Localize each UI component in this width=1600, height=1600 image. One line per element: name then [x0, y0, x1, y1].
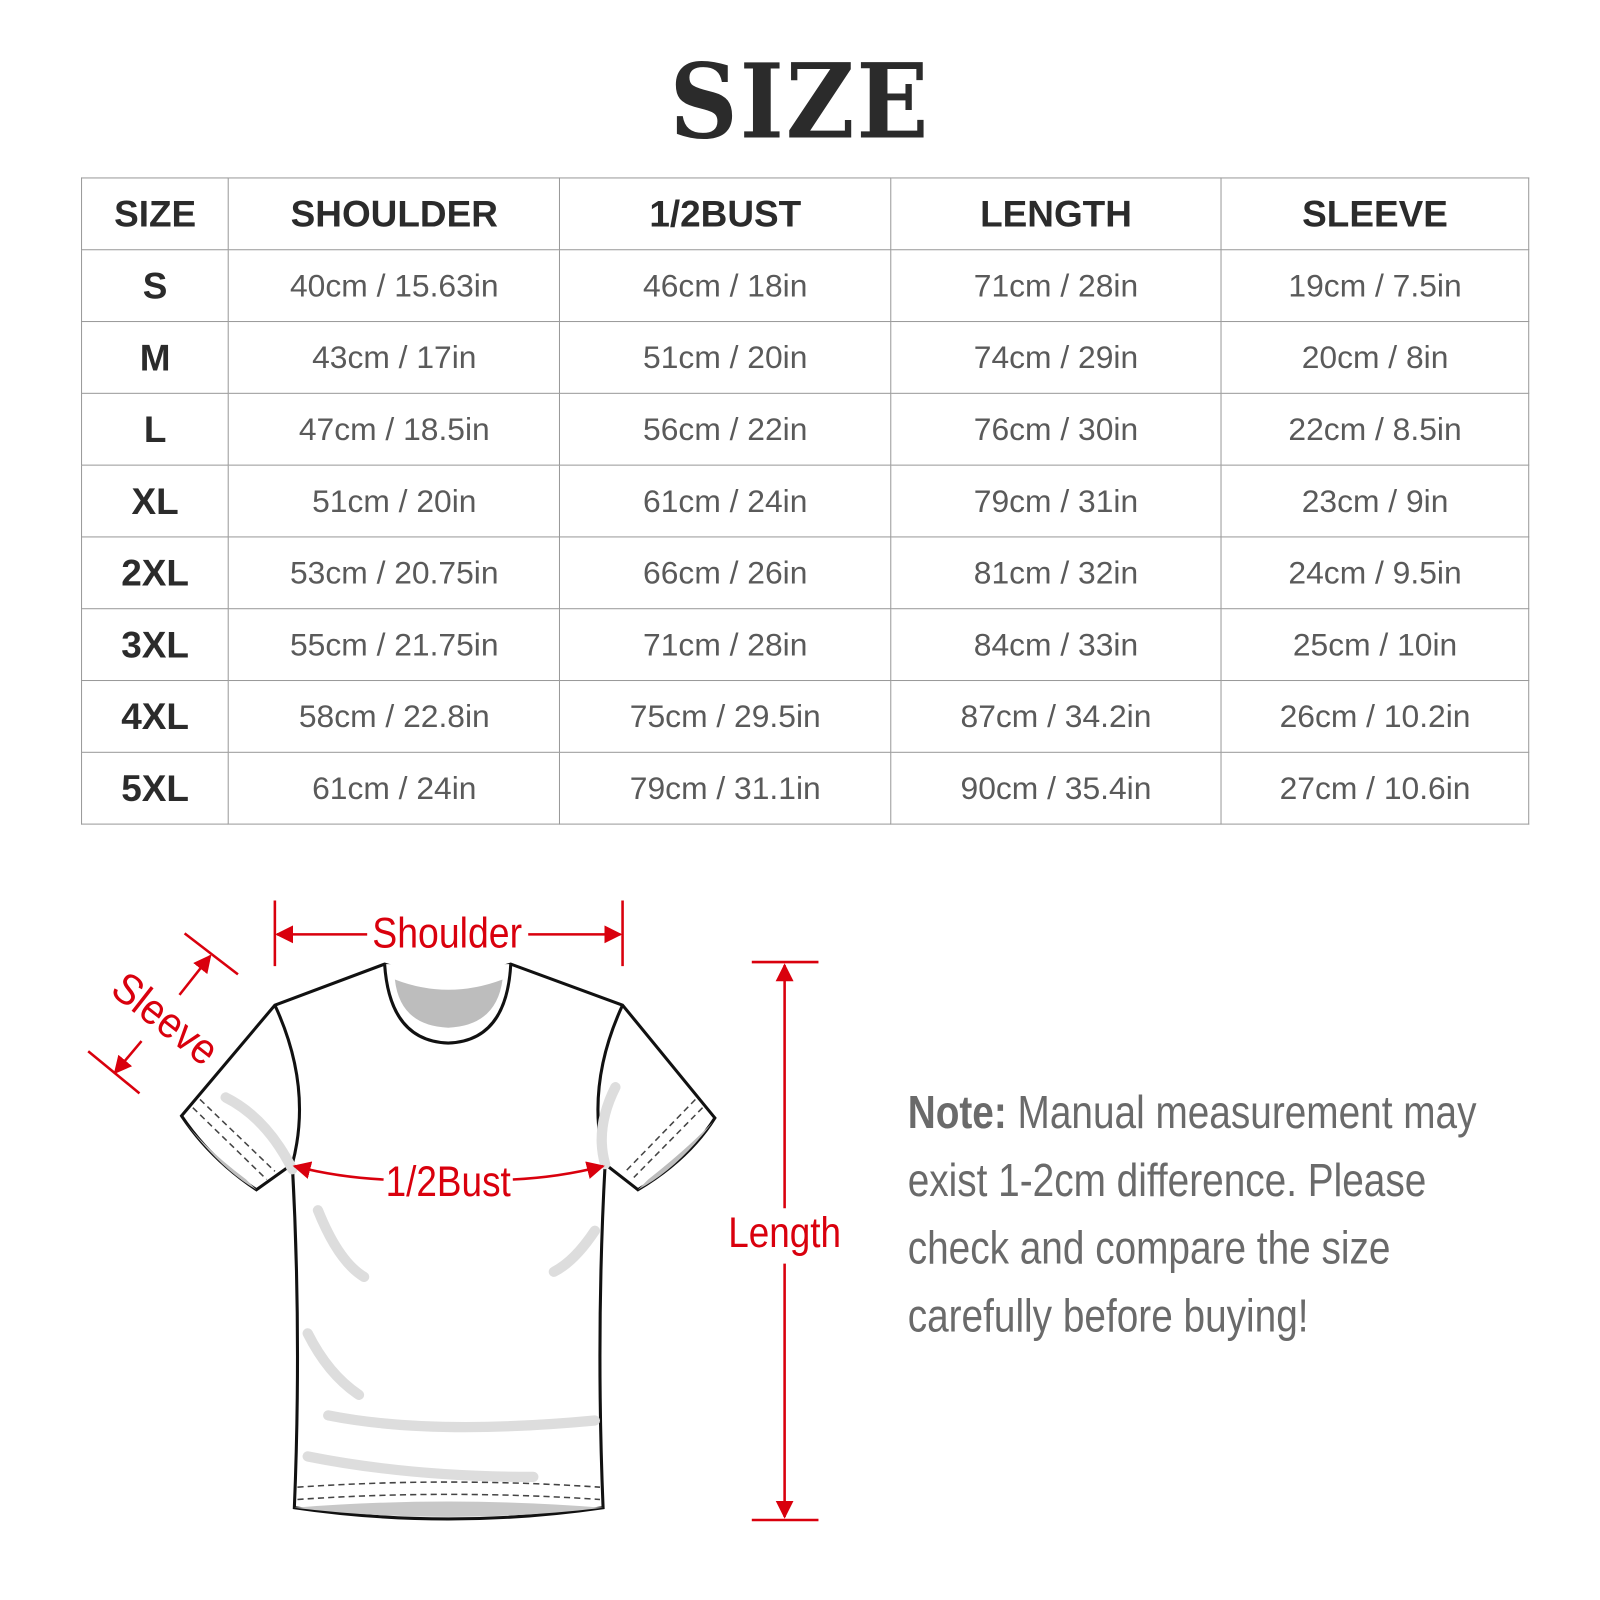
shoulder-measure: [273, 900, 624, 967]
table-row: XL 51cm / 20in 61cm / 24in 79cm / 31in 23cm …: [81, 464, 1530, 538]
measurement-cell: 27cm / 10.6in: [1220, 751, 1530, 825]
measurement-cell: 55cm / 21.75in: [228, 608, 561, 682]
measurement-cell: 26cm / 10.2in: [1220, 679, 1530, 753]
measurement-cell: 84cm / 33in: [890, 608, 1222, 682]
measurement-cell: 58cm / 22.8in: [228, 679, 561, 753]
size-cell: S: [81, 249, 230, 323]
bust-measure: [292, 1161, 605, 1181]
table-row: 3XL 55cm / 21.75in 71cm / 28in 84cm / 33in 2…: [81, 608, 1530, 682]
measurement-cell: 76cm / 30in: [890, 392, 1222, 466]
measurement-cell: 61cm / 24in: [228, 751, 561, 825]
sleeve-measure: [87, 932, 239, 1095]
measurement-cell: 24cm / 9.5in: [1220, 536, 1530, 610]
size-cell: L: [81, 392, 230, 466]
measurement-cell: 53cm / 20.75in: [228, 536, 561, 610]
column-header: 1/2BUST: [559, 177, 892, 251]
measurement-cell: 20cm / 8in: [1220, 321, 1530, 394]
measurement-cell: 81cm / 32in: [890, 536, 1222, 610]
measurement-cell: 66cm / 26in: [559, 536, 892, 610]
measurement-cell: 74cm / 29in: [890, 321, 1222, 394]
measurement-cell: 56cm / 22in: [559, 392, 892, 466]
column-header: LENGTH: [890, 177, 1222, 251]
size-cell: 5XL: [81, 751, 230, 825]
column-header: SHOULDER: [228, 177, 561, 251]
measurement-cell: 46cm / 18in: [559, 249, 892, 323]
size-cell: 2XL: [81, 536, 230, 610]
measurement-note: Note: Manual measurement may exist 1-2cm…: [908, 1079, 1528, 1350]
measurement-cell: 79cm / 31in: [890, 464, 1222, 538]
size-cell: 3XL: [81, 608, 230, 682]
note-prefix: Note:: [907, 1086, 1007, 1139]
bust-label: 1/2Bust: [386, 1158, 511, 1206]
measurement-cell: 75cm / 29.5in: [559, 679, 892, 753]
measurement-cell: 79cm / 31.1in: [559, 751, 892, 825]
shoulder-label: Shoulder: [372, 910, 522, 958]
measurement-cell: 43cm / 17in: [228, 321, 561, 394]
table-row: L 47cm / 18.5in 56cm / 22in 76cm / 30in 22cm…: [81, 392, 1530, 466]
measurement-cell: 25cm / 10in: [1220, 608, 1530, 682]
measurement-cell: 40cm / 15.63in: [228, 249, 561, 323]
column-header: SLEEVE: [1220, 177, 1530, 251]
size-cell: XL: [81, 464, 230, 538]
page-title: SIZE: [669, 41, 931, 163]
table-row: M 43cm / 17in 51cm / 20in 74cm / 29in 20cm /…: [81, 321, 1530, 394]
table-header-row: SIZE SHOULDER 1/2BUST LENGTH SLEEVE: [81, 177, 1530, 251]
note-text: Manual measurement may exist 1-2cm diffe…: [907, 1086, 1477, 1342]
measurement-cell: 23cm / 9in: [1220, 464, 1530, 538]
measurement-cell: 61cm / 24in: [559, 464, 892, 538]
measurement-cell: 51cm / 20in: [228, 464, 561, 538]
size-cell: 4XL: [81, 679, 230, 753]
column-header: SIZE: [81, 177, 230, 251]
measurement-cell: 87cm / 34.2in: [890, 679, 1222, 753]
length-label: Length: [728, 1209, 841, 1257]
measurement-cell: 22cm / 8.5in: [1220, 392, 1530, 466]
size-cell: M: [81, 321, 230, 394]
length-measure: [751, 960, 819, 1522]
measurement-cell: 19cm / 7.5in: [1220, 249, 1530, 323]
measurement-cell: 71cm / 28in: [559, 608, 892, 682]
table-row: 2XL 53cm / 20.75in 66cm / 26in 81cm / 32in 2…: [81, 536, 1530, 610]
table-body: S 40cm / 15.63in 46cm / 18in 71cm / 28in 19c…: [81, 249, 1530, 825]
size-table: SIZE SHOULDER 1/2BUST LENGTH SLEEVE S 40cm / …: [81, 177, 1530, 825]
sleeve-label: Sleeve: [103, 963, 228, 1075]
measurement-cell: 90cm / 35.4in: [890, 751, 1222, 825]
table-row: S 40cm / 15.63in 46cm / 18in 71cm / 28in 19c…: [81, 249, 1530, 323]
tshirt-icon: [179, 962, 717, 1521]
table-row: 5XL 61cm / 24in 79cm / 31.1in 90cm / 35.4in…: [81, 751, 1530, 825]
table-row: 4XL 58cm / 22.8in 75cm / 29.5in 87cm / 34.2…: [81, 679, 1530, 753]
measurement-cell: 71cm / 28in: [890, 249, 1222, 323]
